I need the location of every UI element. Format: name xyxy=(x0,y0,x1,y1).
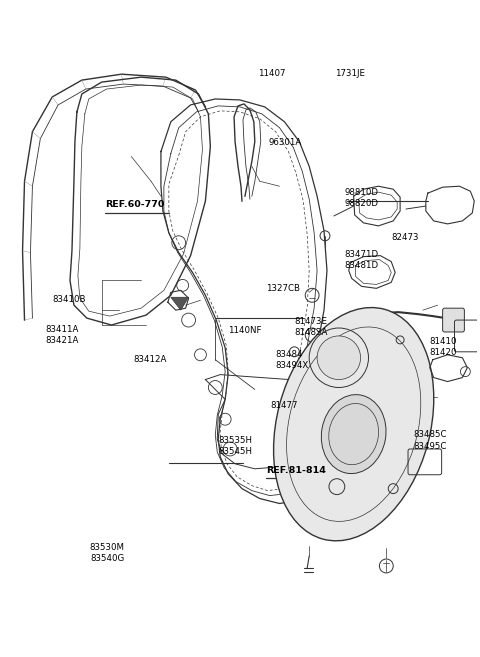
Text: 81473E
81483A: 81473E 81483A xyxy=(295,317,328,337)
Text: 81477: 81477 xyxy=(270,401,298,410)
Text: 83530M
83540G: 83530M 83540G xyxy=(90,543,125,563)
Polygon shape xyxy=(171,297,189,310)
Text: 11407: 11407 xyxy=(258,68,286,78)
Text: 83410B: 83410B xyxy=(53,295,86,304)
Text: 83485C
83495C: 83485C 83495C xyxy=(413,430,447,451)
Text: 81410
81420: 81410 81420 xyxy=(430,336,457,357)
Text: 82473: 82473 xyxy=(392,233,420,242)
Text: 83411A
83421A: 83411A 83421A xyxy=(46,325,79,345)
Circle shape xyxy=(317,336,360,380)
Ellipse shape xyxy=(274,307,434,541)
Text: 83655C
83665C: 83655C 83665C xyxy=(333,442,366,463)
Text: 96301A: 96301A xyxy=(268,139,302,147)
Text: 98810D
98820D: 98810D 98820D xyxy=(344,188,378,208)
Text: 1140NF: 1140NF xyxy=(228,326,261,335)
Text: 1731JE: 1731JE xyxy=(335,68,365,78)
FancyBboxPatch shape xyxy=(443,308,464,332)
Text: 1327CB: 1327CB xyxy=(266,284,300,292)
Ellipse shape xyxy=(321,395,386,474)
Text: 83535H
83545H: 83535H 83545H xyxy=(219,436,252,456)
Text: REF.81-814: REF.81-814 xyxy=(266,466,326,475)
Text: 83471D
83481D: 83471D 83481D xyxy=(344,250,379,270)
Text: REF.60-770: REF.60-770 xyxy=(105,200,164,209)
Text: 83484
83494X: 83484 83494X xyxy=(276,350,309,370)
Text: 83412A: 83412A xyxy=(133,355,167,364)
